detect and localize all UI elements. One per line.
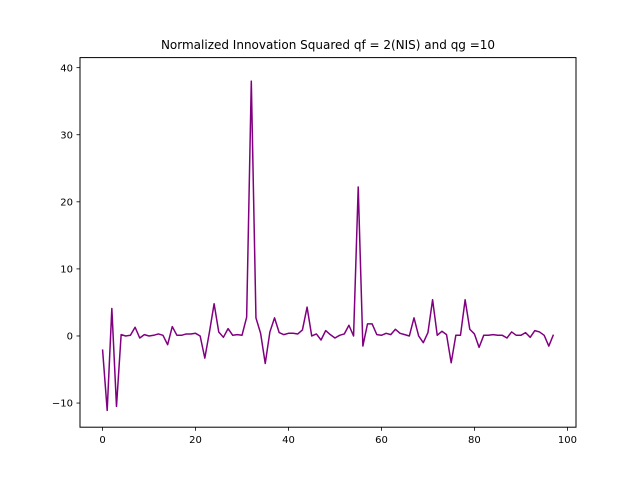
x-tick-label: 0 (99, 435, 105, 446)
plot-area (80, 57, 576, 428)
series-line-0 (101, 80, 555, 412)
y-axis: −10 0 10 20 30 40 (52, 63, 80, 410)
x-tick-label: 100 (558, 435, 577, 446)
y-tick-label: 0 (67, 332, 73, 343)
x-tick-label: 40 (282, 435, 295, 446)
plot-frame (79, 57, 577, 428)
y-tick-label: 40 (60, 63, 73, 74)
y-tick-label: −10 (52, 399, 73, 410)
x-tick-label: 20 (189, 435, 202, 446)
y-tick-label: 10 (60, 264, 73, 275)
x-tick-label: 60 (375, 435, 388, 446)
x-axis: 0 20 40 60 80 100 (99, 427, 577, 446)
y-tick-label: 20 (60, 197, 73, 208)
y-tick-label: 30 (60, 130, 73, 141)
x-tick-label: 80 (468, 435, 481, 446)
chart-title: Normalized Innovation Squared qf = 2(NIS… (161, 38, 495, 52)
